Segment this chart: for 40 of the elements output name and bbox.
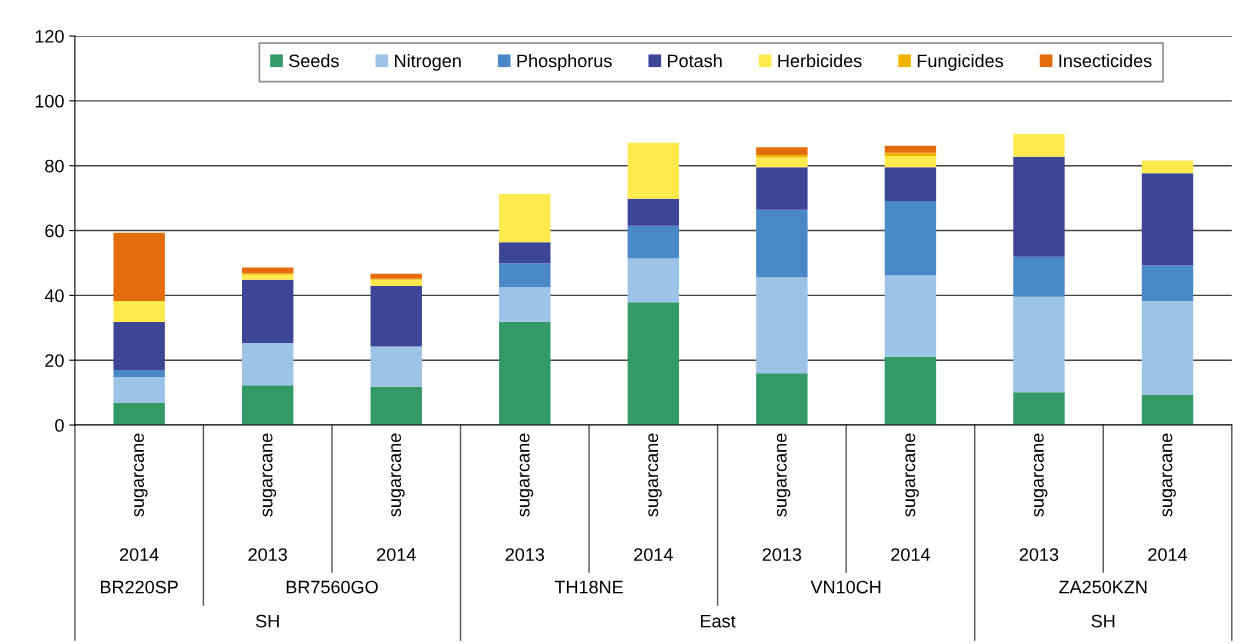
legend-label: Potash [668, 53, 722, 68]
text: 2014 [377, 548, 416, 561]
text: BR7560GO [286, 580, 378, 594]
x-tick-label: sugarcane [391, 433, 405, 517]
text: VN10CH [810, 580, 881, 594]
y-tick-label: 60 [45, 224, 64, 238]
y-tick-label: 20 [45, 354, 64, 367]
legend-label: Herbicides [778, 53, 862, 68]
legend-label: Nitrogen [395, 53, 461, 71]
x-tick-label: sugarcane [134, 433, 148, 517]
x-tick-label: sugarcane [519, 433, 534, 517]
x-tick-label: sugarcane [648, 433, 662, 517]
x-tick-label: sugarcane [905, 433, 919, 517]
text: 2014 [891, 548, 930, 561]
text: 2013 [505, 548, 545, 561]
y-tick-label: 40 [44, 289, 64, 303]
legend-label: Seeds [289, 53, 339, 68]
text: ZA250KZN [1059, 580, 1147, 594]
y-tick-label: 80 [45, 159, 64, 173]
text: 2013 [248, 548, 287, 561]
x-tick-label: sugarcane [1033, 433, 1048, 517]
text: East [701, 614, 736, 628]
x-tick-label: sugarcane [262, 433, 277, 517]
legend-label: Insecticides [1059, 53, 1152, 68]
text: SH [255, 614, 279, 628]
y-tick-label: 100 [35, 94, 64, 108]
y-tick-label: 0 [55, 418, 64, 432]
text: 2014 [119, 548, 159, 561]
text: TH18NE [554, 580, 623, 594]
text: 2014 [634, 548, 673, 561]
legend-label: Phosphorus [517, 53, 612, 71]
legend-label: Fungicides [917, 53, 1004, 71]
text: SH [1091, 614, 1115, 628]
x-tick-label: sugarcane [1162, 433, 1176, 517]
text: BR220SP [100, 580, 178, 594]
text: 2013 [1019, 548, 1059, 561]
x-tick-label: sugarcane [776, 433, 791, 517]
text: 2013 [762, 548, 802, 561]
y-tick-label: 120 [35, 30, 64, 43]
text: 2014 [1148, 548, 1188, 561]
